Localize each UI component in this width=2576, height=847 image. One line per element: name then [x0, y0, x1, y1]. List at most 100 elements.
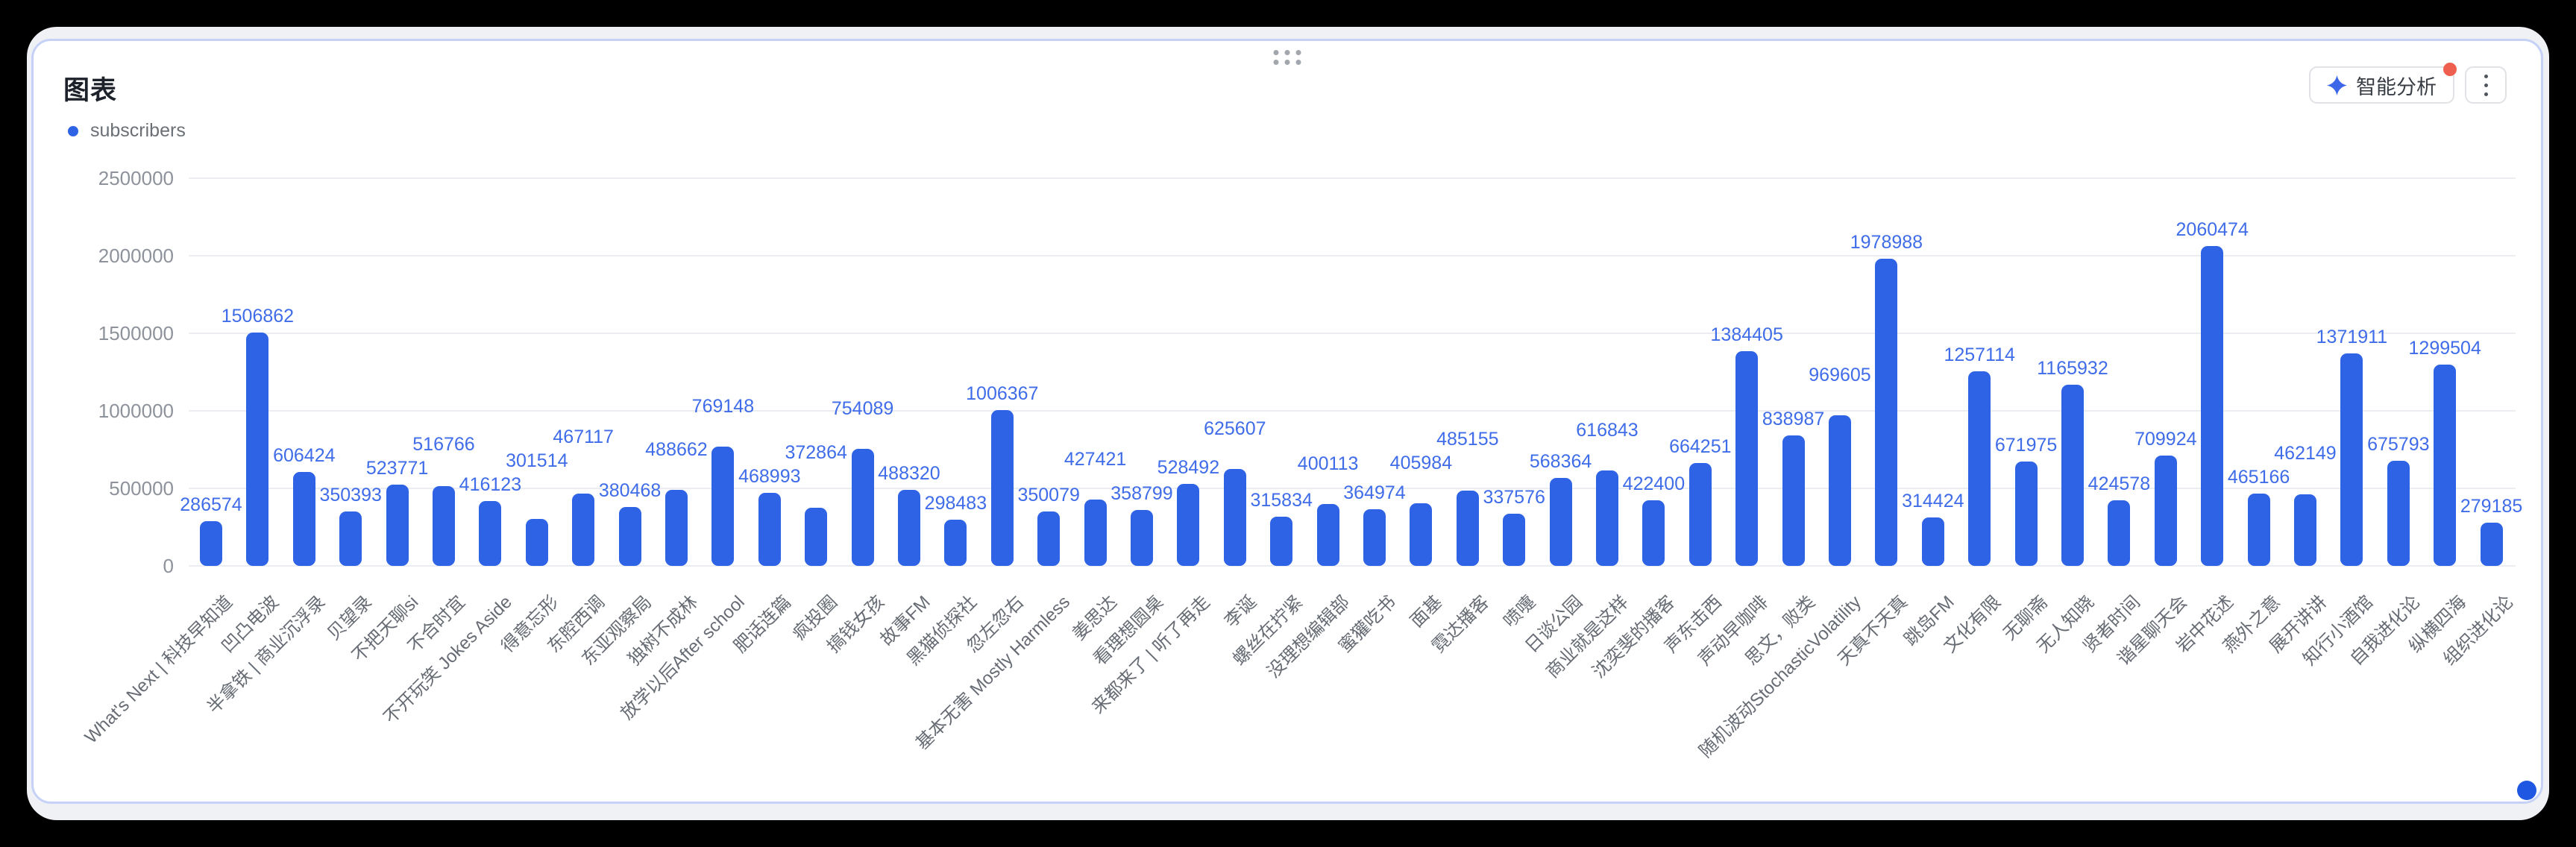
bar-value-label: 468993 [738, 466, 801, 487]
bar[interactable] [339, 511, 362, 566]
y-axis-tick-label: 1000000 [98, 400, 174, 422]
bar-value-label: 1257114 [1944, 344, 2015, 365]
chart-title: 图表 [63, 76, 118, 105]
bar-value-label: 427421 [1064, 449, 1127, 470]
bar[interactable] [1875, 259, 1898, 566]
bar[interactable] [200, 521, 222, 566]
y-axis-tick-label: 2000000 [98, 245, 174, 267]
bar[interactable] [1363, 509, 1386, 566]
bar-value-label: 1006367 [966, 383, 1039, 404]
bar-value-label: 298483 [924, 493, 987, 514]
bar[interactable] [1782, 435, 1805, 566]
bar-value-label: 671975 [1994, 435, 2058, 456]
bar[interactable] [1503, 514, 1526, 566]
bar[interactable] [1131, 510, 1153, 566]
bar[interactable] [1456, 491, 1479, 566]
bar[interactable] [2247, 494, 2270, 566]
bar[interactable] [2061, 385, 2084, 566]
notification-badge [2443, 63, 2457, 76]
bar[interactable] [2387, 461, 2410, 566]
bar-value-label: 606424 [273, 445, 336, 466]
bar-value-label: 769148 [691, 396, 755, 417]
y-axis-tick-label: 2500000 [98, 167, 174, 189]
chart-block[interactable]: 图表 智能分析 subscribers 2500000 2000000 150000… [31, 39, 2543, 804]
legend-series-label: subscribers [90, 120, 186, 141]
gridline [189, 410, 2516, 412]
bar-value-label: 372864 [785, 442, 847, 463]
more-options-button[interactable] [2465, 66, 2507, 104]
bar[interactable] [2480, 523, 2503, 566]
bar[interactable] [1596, 470, 1618, 566]
bar[interactable] [805, 508, 828, 566]
bar[interactable] [525, 519, 548, 566]
bar[interactable] [1921, 517, 1944, 566]
bar[interactable] [1037, 511, 1061, 566]
bar[interactable] [433, 486, 455, 566]
bar[interactable] [246, 333, 269, 566]
bar[interactable] [758, 493, 781, 566]
bar[interactable] [1688, 463, 1712, 566]
bar[interactable] [898, 490, 920, 566]
ai-analysis-button[interactable]: 智能分析 [2309, 63, 2457, 104]
legend[interactable]: subscribers [68, 120, 186, 142]
bar-value-label: 969605 [1809, 365, 1871, 385]
bar-value-label: 358799 [1110, 483, 1173, 504]
bar-value-label: 528492 [1157, 457, 1220, 478]
resize-handle[interactable] [2517, 781, 2536, 800]
bar[interactable] [851, 449, 874, 566]
bar-value-label: 301514 [506, 450, 568, 471]
gridline [189, 333, 2516, 334]
bar[interactable] [1549, 478, 1572, 566]
bar-value-label: 754089 [831, 398, 894, 419]
bar-value-label: 488662 [645, 439, 708, 460]
bar[interactable] [2108, 500, 2131, 566]
bar-value-label: 279185 [2460, 496, 2523, 517]
bar[interactable] [2294, 494, 2316, 566]
bar-value-label: 1506862 [221, 306, 295, 327]
bar[interactable] [944, 520, 967, 566]
bar[interactable] [1735, 351, 1759, 566]
bar-value-label: 286574 [180, 494, 242, 515]
bar[interactable] [479, 501, 502, 566]
bar-value-label: 1371911 [2316, 327, 2388, 347]
bar[interactable] [1223, 469, 1246, 566]
bar[interactable] [2434, 365, 2457, 566]
gridline [189, 565, 2516, 567]
bar-value-label: 364974 [1343, 482, 1406, 503]
drag-handle-icon[interactable] [1273, 50, 1301, 65]
bar[interactable] [1177, 484, 1200, 566]
bar[interactable] [618, 507, 641, 566]
bar[interactable] [1084, 500, 1107, 566]
bar[interactable] [1410, 503, 1433, 566]
bar[interactable] [572, 494, 595, 566]
bar[interactable] [1829, 415, 1851, 566]
bar[interactable] [386, 485, 409, 566]
bar[interactable] [1270, 517, 1293, 566]
bar-value-label: 664251 [1669, 436, 1732, 457]
bar[interactable] [1642, 500, 1665, 566]
legend-color-dot [68, 125, 78, 136]
bar-value-label: 465166 [2227, 467, 2290, 488]
bar[interactable] [2014, 462, 2038, 566]
bar-value-label: 568364 [1529, 451, 1592, 472]
bar[interactable] [1968, 371, 1991, 566]
bar[interactable] [2201, 246, 2224, 566]
bar[interactable] [2154, 456, 2177, 566]
bar[interactable] [1316, 504, 1339, 566]
y-axis-tick-label: 1500000 [98, 322, 174, 344]
gridline [189, 488, 2516, 489]
bar[interactable] [292, 472, 315, 566]
bar-value-label: 315834 [1250, 490, 1313, 511]
bar-value-label: 350079 [1017, 485, 1080, 506]
bar[interactable] [990, 410, 1014, 566]
bar-value-label: 709924 [2134, 429, 2197, 450]
bar[interactable] [665, 490, 688, 566]
bar[interactable] [711, 447, 735, 566]
bar[interactable] [2340, 353, 2363, 566]
bar-value-label: 1299504 [2408, 338, 2481, 359]
gridline [189, 177, 2516, 179]
bar-value-label: 462149 [2274, 443, 2337, 464]
dashboard-card: 图表 智能分析 subscribers 2500000 2000000 150000… [27, 27, 2549, 820]
bar-value-label: 675793 [2367, 434, 2430, 455]
bar-value-label: 314424 [1902, 491, 1964, 511]
